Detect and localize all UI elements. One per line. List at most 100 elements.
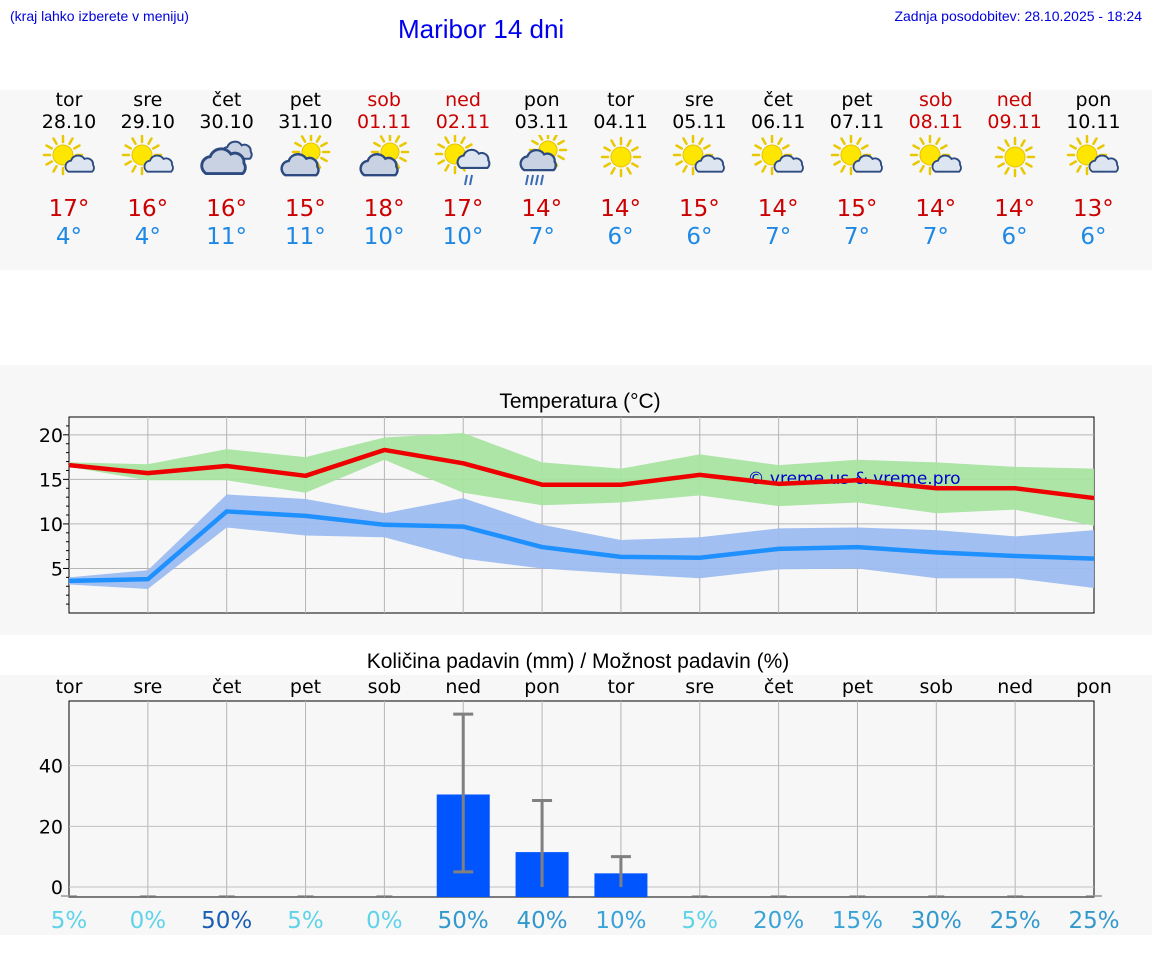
sun-cloud-icon-graphic bbox=[909, 135, 962, 176]
day-column: sob 01.11 18° 10° bbox=[349, 89, 419, 251]
max-temp: 14° bbox=[915, 196, 957, 222]
precip-probability: 5% bbox=[51, 908, 88, 934]
x-category-label: sre bbox=[133, 676, 162, 698]
sun-icon bbox=[586, 135, 656, 195]
day-date: 28.10 bbox=[41, 111, 97, 133]
min-temp: 10° bbox=[363, 224, 405, 250]
sun-rain-icon-graphic bbox=[434, 135, 491, 186]
cloud-shape bbox=[199, 147, 247, 176]
precip-probability: 30% bbox=[911, 908, 962, 934]
precip-probability: 5% bbox=[682, 908, 719, 934]
day-column: pon 03.11 14° 7° bbox=[507, 89, 577, 251]
sun-cloud-icon bbox=[34, 135, 104, 195]
x-category-label: tor bbox=[56, 676, 83, 698]
day-name: sob bbox=[919, 89, 953, 111]
cloudy-icon bbox=[192, 135, 262, 195]
day-column: tor 04.11 14° 6° bbox=[586, 89, 656, 251]
min-temp: 4° bbox=[134, 224, 161, 250]
min-temp: 7° bbox=[528, 224, 555, 250]
day-name: pet bbox=[289, 89, 321, 111]
last-updated: Zadnja posodobitev: 28.10.2025 - 18:24 bbox=[894, 8, 1142, 24]
max-temp: 17° bbox=[48, 196, 90, 222]
day-date: 10.11 bbox=[1066, 111, 1121, 133]
precip-probability: 0% bbox=[130, 908, 167, 934]
cloud-shape bbox=[852, 154, 883, 173]
day-name: pon bbox=[523, 89, 560, 111]
x-category-label: ned bbox=[445, 676, 481, 698]
x-category-label: tor bbox=[607, 676, 634, 698]
max-temp: 14° bbox=[600, 196, 641, 222]
sun-cloud-icon bbox=[664, 135, 734, 195]
sun-shape bbox=[600, 136, 641, 178]
cloud-shape bbox=[64, 154, 95, 173]
min-temp: 10° bbox=[442, 224, 484, 250]
day-date: 03.11 bbox=[514, 111, 569, 133]
max-temp: 15° bbox=[285, 196, 326, 222]
max-temp-range-band bbox=[69, 433, 1094, 526]
max-temp: 18° bbox=[363, 196, 405, 222]
max-temp: 16° bbox=[127, 196, 169, 222]
min-temp: 4° bbox=[55, 224, 83, 250]
sun-cloud-icon bbox=[743, 135, 813, 195]
day-name: tor bbox=[607, 89, 635, 111]
x-category-label: čet bbox=[764, 676, 794, 698]
cloud-sun-icon-graphic bbox=[280, 135, 331, 177]
sun-icon-graphic bbox=[600, 136, 641, 178]
x-category-label: sob bbox=[368, 676, 402, 698]
cloud-sun-rain-icon-graphic bbox=[519, 135, 568, 186]
sun-cloud-icon-graphic bbox=[751, 135, 805, 176]
cloud-shape bbox=[359, 153, 399, 177]
day-date: 01.11 bbox=[356, 111, 412, 133]
precip-probability: 15% bbox=[832, 908, 883, 934]
day-column: čet 30.10 16° 11° bbox=[192, 89, 262, 251]
day-column: sre 29.10 16° 4° bbox=[113, 89, 183, 251]
sun-cloud-icon-graphic bbox=[1067, 135, 1120, 176]
sun-cloud-icon-graphic bbox=[42, 135, 95, 176]
y-tick-label: 5 bbox=[51, 558, 63, 580]
cloud-shape bbox=[143, 154, 174, 173]
precip-probability: 50% bbox=[201, 908, 252, 934]
day-column: pet 07.11 15° 7° bbox=[822, 89, 892, 251]
precip-probability: 5% bbox=[287, 908, 324, 934]
x-category-label: sre bbox=[685, 676, 714, 698]
plot-area bbox=[68, 700, 1095, 898]
max-temp: 14° bbox=[521, 196, 563, 222]
min-temp: 6° bbox=[686, 224, 713, 250]
day-name: ned bbox=[996, 89, 1033, 111]
day-name: sob bbox=[367, 89, 401, 111]
day-name: sre bbox=[133, 89, 163, 111]
min-temp: 7° bbox=[843, 224, 871, 250]
day-name: sre bbox=[684, 89, 714, 111]
day-date: 07.11 bbox=[829, 111, 885, 133]
day-name: čet bbox=[763, 89, 793, 111]
max-temp-line bbox=[68, 447, 1095, 501]
cloud-sun-icon bbox=[349, 135, 419, 195]
day-name: pon bbox=[1075, 89, 1112, 111]
day-column: tor 28.10 17° 4° bbox=[34, 89, 104, 251]
day-column: pon 10.11 13° 6° bbox=[1058, 89, 1128, 251]
day-name: ned bbox=[445, 89, 481, 111]
day-date: 31.10 bbox=[278, 111, 333, 133]
cloud-sun-rain-icon bbox=[507, 135, 577, 195]
max-temp: 14° bbox=[994, 196, 1035, 222]
y-tick-label: 0 bbox=[51, 877, 63, 899]
cloudy-icon-graphic bbox=[199, 140, 253, 176]
day-date: 05.11 bbox=[672, 111, 727, 133]
day-name: pet bbox=[841, 89, 873, 111]
location-hint: (kraj lahko izberete v meniju) bbox=[10, 8, 189, 24]
x-category-label: pon bbox=[1076, 676, 1112, 698]
x-category-label: pon bbox=[524, 676, 560, 698]
precip-probability: 25% bbox=[990, 908, 1041, 934]
min-temp: 6° bbox=[1080, 224, 1107, 250]
sun-cloud-icon bbox=[113, 135, 183, 195]
min-temp-line bbox=[68, 509, 1095, 584]
min-temp: 6° bbox=[1001, 224, 1028, 250]
max-temp: 16° bbox=[206, 196, 247, 222]
day-date: 06.11 bbox=[750, 111, 806, 133]
day-name: tor bbox=[55, 89, 83, 111]
day-column: pet 31.10 15° 11° bbox=[270, 89, 340, 251]
day-date: 09.11 bbox=[987, 111, 1042, 133]
precipitation-chart: Količina padavin (mm) / Možnost padavin … bbox=[39, 650, 1120, 934]
day-column: ned 02.11 17° 10° bbox=[428, 89, 498, 251]
page-title: Maribor 14 dni bbox=[398, 14, 565, 44]
